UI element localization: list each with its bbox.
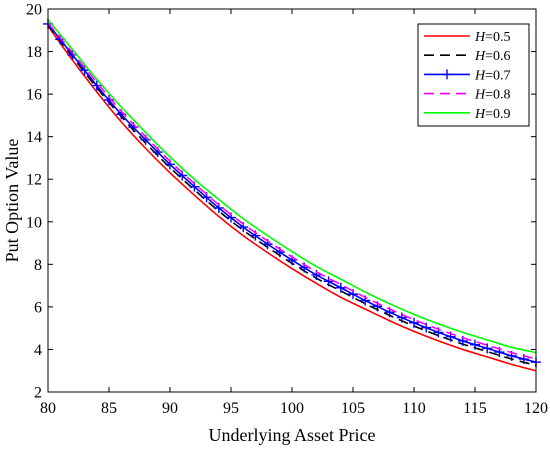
data-point-marker [470, 339, 480, 350]
x-tick-label: 120 [524, 400, 548, 417]
y-tick-label: 8 [34, 257, 42, 274]
legend-label: H=0.8 [474, 88, 511, 103]
x-tick-label: 100 [280, 400, 304, 417]
y-tick-label: 2 [34, 385, 42, 402]
y-tick-label: 18 [26, 44, 42, 61]
series-line-5 [47, 19, 537, 354]
y-tick-label: 20 [26, 2, 42, 19]
plot-frame [47, 8, 537, 393]
y-tick-label: 6 [34, 299, 42, 316]
x-tick-label: 115 [463, 400, 486, 417]
x-tick-labels: 80 85 90 95 100 105 110 115 120 [40, 400, 548, 417]
data-point-marker [323, 276, 334, 287]
legend-item-3: H=0.7 [424, 68, 511, 83]
data-point-marker [409, 317, 419, 328]
legend-item-4: H=0.8 [424, 88, 511, 103]
legend: H=0.5 H=0.6 H=0.7 H=0.8 H=0.9 [417, 23, 530, 127]
legend-item-5: H=0.9 [424, 107, 511, 122]
x-tick-label: 90 [162, 400, 178, 417]
legend-item-1: H=0.5 [424, 30, 511, 45]
y-tick-label: 16 [26, 87, 42, 104]
y-axis-label: Put Option Value [2, 139, 22, 263]
data-point-marker [482, 343, 493, 354]
series-line-1 [47, 25, 537, 372]
x-tick-label: 80 [40, 400, 56, 417]
x-tick-label: 110 [402, 400, 425, 417]
legend-label: H=0.9 [474, 107, 511, 122]
series-line-4 [47, 22, 537, 360]
y-tick-label: 14 [26, 129, 42, 146]
series-layer [43, 18, 541, 372]
y-tick-label: 10 [26, 214, 42, 231]
x-tick-label: 85 [101, 400, 117, 417]
data-point-marker [421, 322, 432, 333]
y-tick-label: 4 [34, 342, 42, 359]
y-tick-label: 12 [26, 172, 42, 189]
data-point-marker [396, 312, 407, 323]
legend-label: H=0.7 [474, 68, 511, 83]
data-point-marker [335, 282, 346, 293]
y-tick-labels: 2 4 6 8 10 12 14 16 18 20 [26, 2, 42, 402]
legend-label: H=0.5 [474, 30, 511, 45]
x-tick-label: 95 [223, 400, 239, 417]
legend-item-2: H=0.6 [424, 49, 511, 64]
x-tick-label: 105 [341, 400, 365, 417]
legend-label: H=0.6 [474, 49, 511, 64]
legend-marker [442, 69, 452, 80]
x-axis-label: Underlying Asset Price [209, 425, 376, 445]
